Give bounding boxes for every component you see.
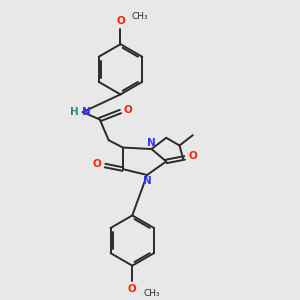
- Text: H: H: [70, 107, 79, 117]
- Text: CH₃: CH₃: [143, 289, 160, 298]
- Text: O: O: [116, 16, 125, 26]
- Text: O: O: [128, 284, 137, 294]
- Text: O: O: [123, 105, 132, 115]
- Text: N: N: [82, 107, 91, 117]
- Text: N: N: [147, 138, 156, 148]
- Text: O: O: [93, 159, 102, 169]
- Text: CH₃: CH₃: [132, 12, 148, 21]
- Text: O: O: [188, 152, 197, 161]
- Text: N: N: [143, 176, 152, 187]
